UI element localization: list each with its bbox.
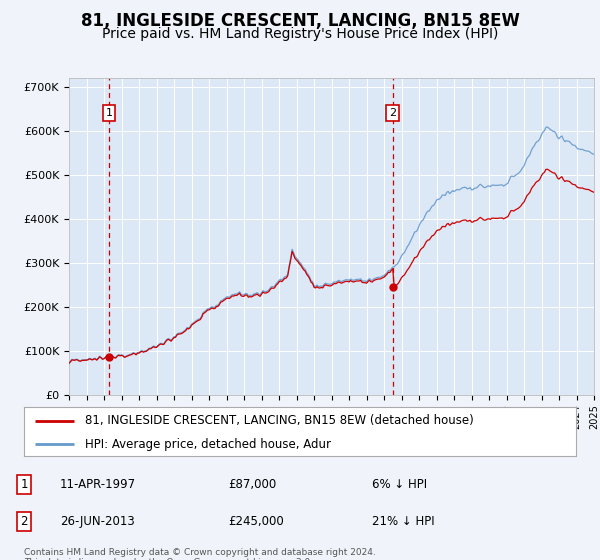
Text: HPI: Average price, detached house, Adur: HPI: Average price, detached house, Adur xyxy=(85,437,331,451)
Text: £245,000: £245,000 xyxy=(228,515,284,529)
Text: Contains HM Land Registry data © Crown copyright and database right 2024.
This d: Contains HM Land Registry data © Crown c… xyxy=(24,548,376,560)
Text: 1: 1 xyxy=(20,478,28,491)
Text: 21% ↓ HPI: 21% ↓ HPI xyxy=(372,515,434,529)
Text: Price paid vs. HM Land Registry's House Price Index (HPI): Price paid vs. HM Land Registry's House … xyxy=(102,27,498,41)
Text: 2: 2 xyxy=(389,108,397,118)
Text: 2: 2 xyxy=(20,515,28,529)
Text: 26-JUN-2013: 26-JUN-2013 xyxy=(60,515,135,529)
Text: 81, INGLESIDE CRESCENT, LANCING, BN15 8EW: 81, INGLESIDE CRESCENT, LANCING, BN15 8E… xyxy=(80,12,520,30)
Text: £87,000: £87,000 xyxy=(228,478,276,491)
Text: 81, INGLESIDE CRESCENT, LANCING, BN15 8EW (detached house): 81, INGLESIDE CRESCENT, LANCING, BN15 8E… xyxy=(85,414,473,427)
Text: 1: 1 xyxy=(106,108,112,118)
Text: 6% ↓ HPI: 6% ↓ HPI xyxy=(372,478,427,491)
Text: 11-APR-1997: 11-APR-1997 xyxy=(60,478,136,491)
